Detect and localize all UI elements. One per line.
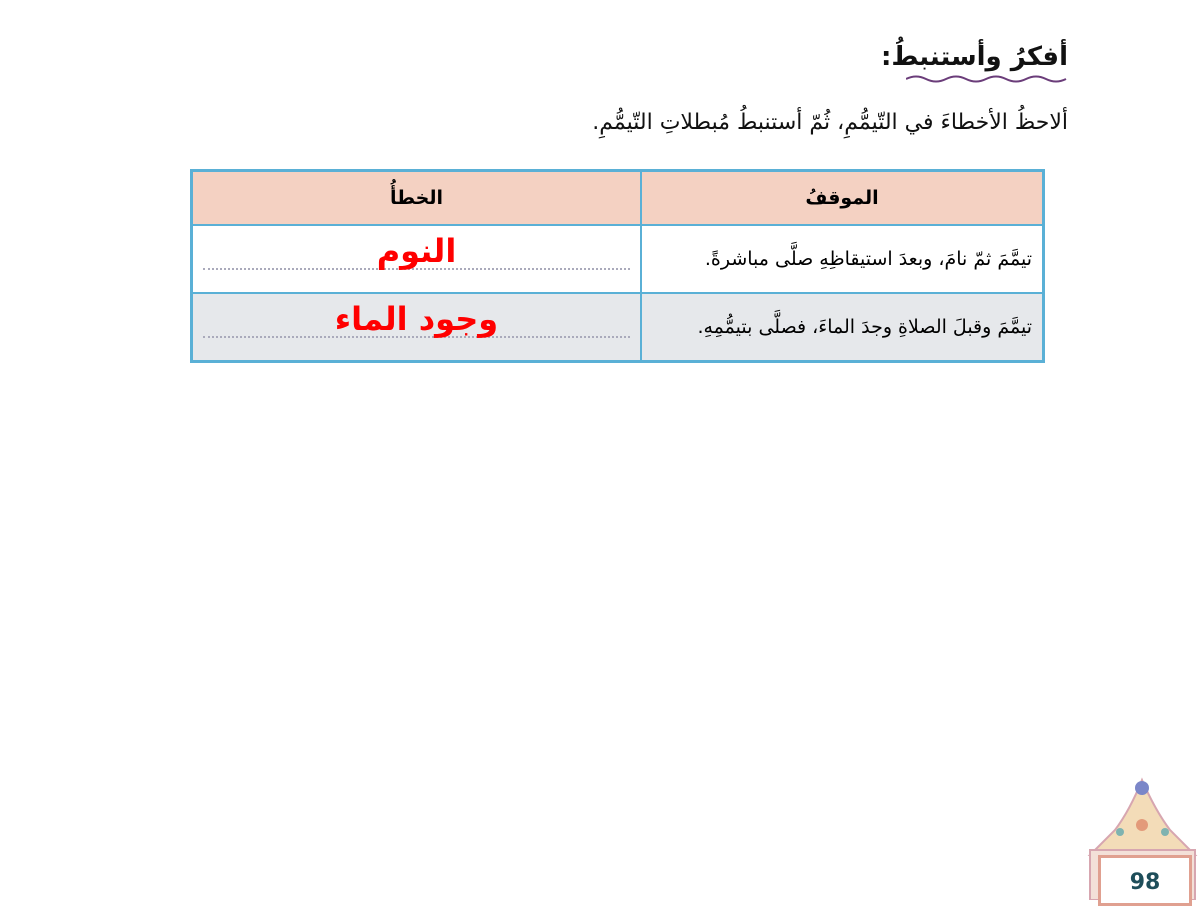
table-row: تيمَّمَ ثمّ نامَ، وبعدَ استيقاظِهِ صلَّى… [190,224,1045,294]
answer-text: النوم [376,232,457,270]
mistake-cell[interactable]: وجود الماء [190,292,642,363]
table-header-row: الموقفُ الخطأُ [190,169,1045,226]
mistake-cell[interactable]: النوم [190,224,642,294]
answer-text: وجود الماء [334,300,499,338]
situation-cell: تيمَّمَ ثمّ نامَ، وبعدَ استيقاظِهِ صلَّى… [640,224,1045,294]
header-situation: الموقفُ [640,169,1045,226]
mistakes-table: الموقفُ الخطأُ تيمَّمَ ثمّ نامَ، وبعدَ ا… [190,169,1045,363]
header-mistake: الخطأُ [190,169,642,226]
page-number: 98 [1098,855,1192,906]
table-row: تيمَّمَ وقبلَ الصلاةِ وجدَ الماءَ، فصلَّ… [190,292,1045,363]
section-heading: أفكرُ وأستنبطُ: [880,42,1068,72]
instruction-text: ألاحظُ الأخطاءَ في التّيمُّمِ، ثُمّ أستن… [592,110,1068,135]
situation-cell: تيمَّمَ وقبلَ الصلاةِ وجدَ الماءَ، فصلَّ… [640,292,1045,363]
wavy-underline [906,75,1067,83]
